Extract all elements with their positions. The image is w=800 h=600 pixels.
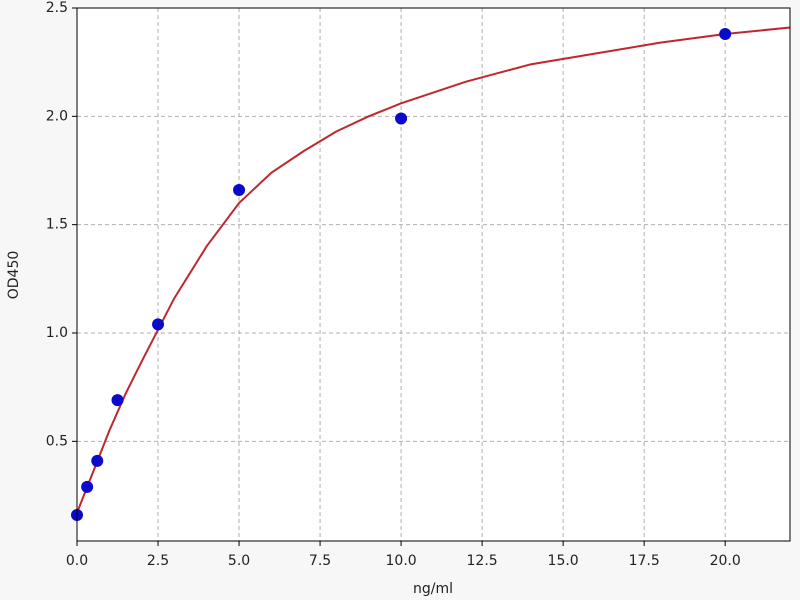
x-tick-label: 12.5 — [467, 553, 498, 569]
y-tick-label: 2.0 — [46, 108, 68, 124]
data-point — [395, 112, 408, 125]
y-tick-label: 1.0 — [46, 325, 68, 341]
x-tick-label: 17.5 — [629, 553, 660, 569]
data-point — [719, 28, 732, 40]
y-tick-label: 1.5 — [46, 217, 68, 233]
data-point — [81, 480, 94, 493]
y-tick-label: 2.5 — [46, 0, 68, 16]
x-tick-label: 5.0 — [228, 553, 250, 569]
x-tick-label: 2.5 — [147, 553, 169, 569]
x-tick-label: 15.0 — [548, 553, 579, 569]
y-tick-label: 0.5 — [46, 433, 68, 449]
data-point — [152, 318, 165, 331]
x-tick-label: 20.0 — [710, 553, 741, 569]
plot-background — [77, 8, 790, 541]
data-point — [233, 184, 246, 196]
plot-frame — [76, 7, 791, 542]
y-axis-label: OD450 — [6, 251, 22, 300]
x-tick-label: 0.0 — [66, 553, 88, 569]
data-point — [91, 454, 104, 467]
x-axis-label: ng/ml — [413, 581, 453, 597]
x-tick-label: 7.5 — [309, 553, 331, 569]
x-tick-label: 10.0 — [386, 553, 417, 569]
fit-curve — [76, 26, 791, 514]
data-point — [111, 394, 124, 407]
